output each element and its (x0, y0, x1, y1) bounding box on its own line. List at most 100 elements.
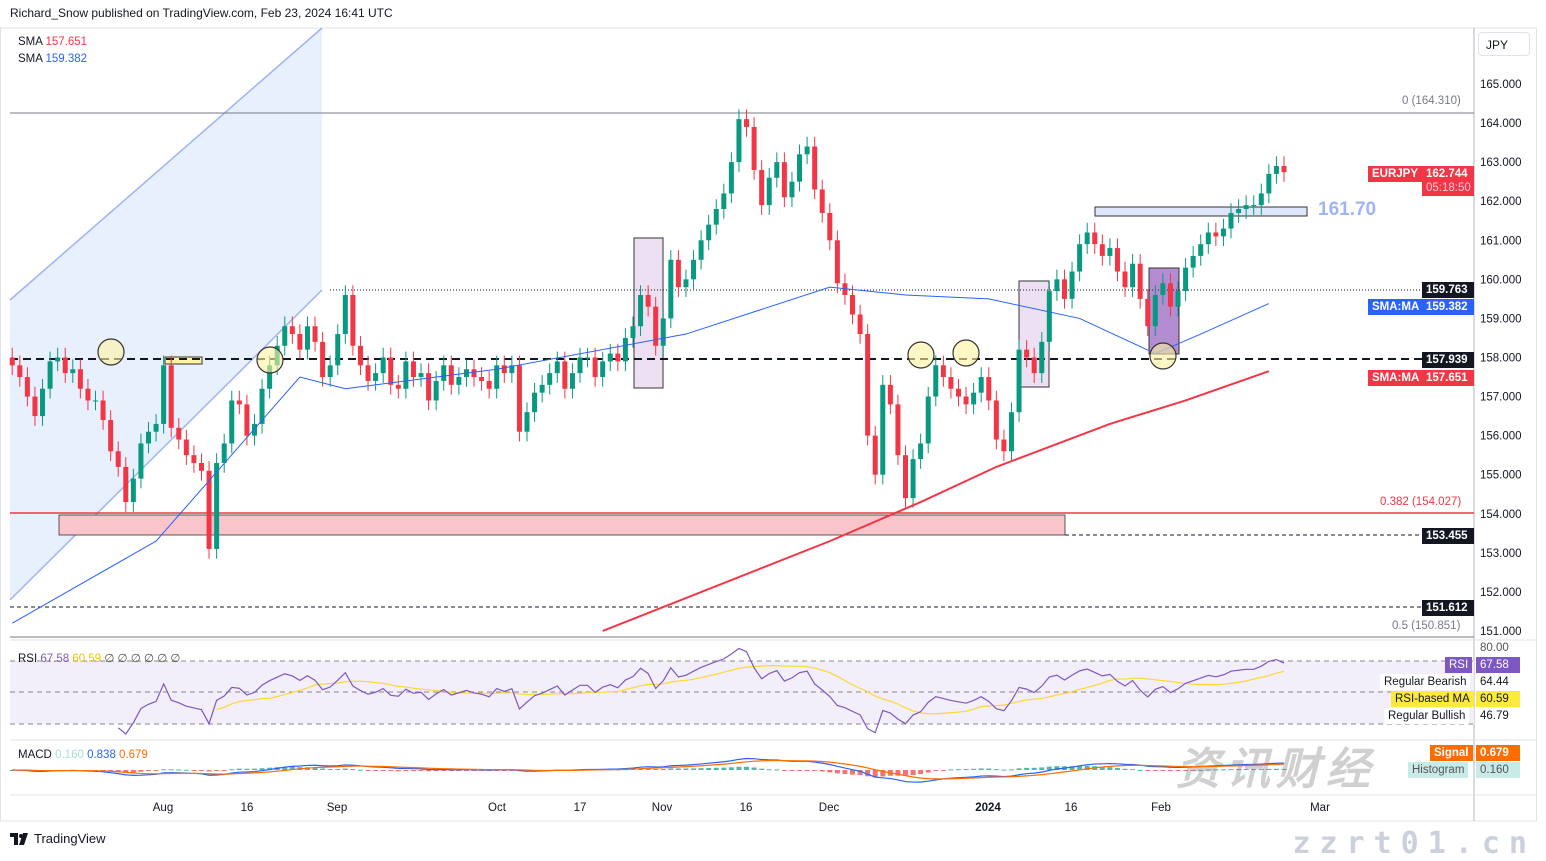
candle-body (1198, 244, 1204, 256)
candle-body (516, 365, 522, 432)
watermark-text: zzrt01.cn (1292, 826, 1536, 861)
candle-body (433, 380, 439, 401)
macd-histogram-bar (365, 770, 371, 771)
candle-body (903, 455, 908, 499)
macd-histogram-bar (1122, 768, 1128, 770)
candle-body (872, 435, 878, 475)
candle-body (887, 384, 893, 405)
macd-histogram-bar (1099, 766, 1105, 770)
candle-body (282, 326, 288, 346)
candle-body (1137, 263, 1143, 299)
candle-body (744, 119, 750, 127)
macd-histogram-bar (1167, 770, 1173, 772)
candle-body (1228, 212, 1234, 229)
currency-button[interactable]: JPY (1478, 32, 1530, 56)
symbol-tag: EURJPY (1368, 166, 1423, 182)
macd-histogram-bar (1190, 770, 1196, 771)
candle-body (592, 357, 598, 378)
macd-histogram-bar (963, 769, 969, 771)
candle-body (524, 412, 530, 432)
y-tick-label: 152.000 (1480, 587, 1522, 599)
macd-histogram-bar (1273, 768, 1279, 770)
candle-body (24, 377, 30, 397)
y-tick-label: 161.000 (1480, 235, 1522, 247)
y-tick-label: 162.000 (1480, 196, 1522, 208)
rsi-top-tick: 80.00 (1480, 642, 1509, 654)
macd-histogram-bar (1220, 769, 1226, 771)
signal-value: 0.679 (1476, 745, 1520, 761)
candle-body (70, 369, 76, 374)
candle-body (1160, 283, 1166, 295)
candle-body (554, 361, 560, 374)
candle-body (40, 388, 46, 417)
channel-fill (10, 28, 322, 600)
fib-0-label: 0 (164.310) (1402, 95, 1461, 107)
macd-histogram-bar (335, 769, 341, 771)
sma200-value: 157.651 (1422, 370, 1474, 386)
candle-body (1001, 439, 1007, 452)
y-tick-label: 163.000 (1480, 157, 1522, 169)
macd-histogram-bar (698, 768, 704, 770)
macd-histogram-bar (751, 767, 757, 770)
macd-histogram-bar (176, 769, 182, 771)
rsi-line (117, 647, 1285, 735)
macd-histogram-bar (350, 769, 356, 771)
candle-body (1130, 263, 1136, 288)
tradingview-logo[interactable]: TradingView (10, 831, 106, 846)
candle-body (600, 361, 606, 378)
candle-body (17, 365, 23, 378)
last-price: 162.744 (1426, 168, 1468, 180)
macd-histogram-bar (418, 770, 424, 771)
highlight-circle (256, 346, 284, 374)
macd-histogram-bar (1024, 767, 1030, 770)
bearish-value: 64.44 (1480, 676, 1509, 688)
candle-body (1281, 166, 1287, 173)
candle-body (819, 189, 825, 213)
macd-histogram-bar (850, 770, 856, 775)
candle-body (955, 388, 961, 397)
macd-histogram-bar (766, 769, 772, 771)
candle-body (638, 294, 644, 327)
macd-histogram-bar (1001, 769, 1007, 771)
macd-histogram-bar (653, 768, 659, 770)
candle-body (1167, 283, 1173, 307)
rsi-ma-label: RSI-based MA (1391, 691, 1474, 707)
macd-histogram-bar (744, 766, 750, 770)
candle-body (244, 404, 250, 436)
candle-body (456, 377, 462, 385)
highlight-circle (952, 339, 980, 367)
candle-body (388, 357, 394, 385)
macd-histogram-bar (471, 770, 477, 771)
candle-body (168, 365, 174, 428)
macd-histogram-bar (736, 766, 742, 770)
candle-body (781, 162, 787, 198)
candle-body (895, 404, 901, 456)
histogram-value: 0.160 (1476, 762, 1520, 778)
channel-lower-line (9, 289, 323, 601)
macd-histogram-bar (229, 769, 235, 771)
candle-body (1145, 298, 1151, 327)
macd-histogram-bar (501, 770, 507, 771)
y-tick-label: 154.000 (1480, 509, 1522, 521)
sma200-line (602, 370, 1270, 632)
candle-body (827, 212, 833, 241)
candle-body (1258, 193, 1264, 206)
candle-body (789, 181, 795, 198)
candle-body (115, 451, 121, 467)
macd-histogram-bar (645, 768, 651, 770)
candle-body (660, 318, 666, 346)
candle-body (1099, 244, 1105, 256)
macd-histogram-bar (789, 770, 795, 771)
macd-histogram-bar (463, 770, 469, 771)
macd-histogram-bar (1137, 769, 1143, 771)
candle-body (304, 326, 310, 350)
candle-body (1175, 291, 1181, 307)
candle-body (653, 306, 659, 346)
x-tick-label: 17 (574, 802, 587, 814)
fib-05-label: 0.5 (150.851) (1392, 620, 1461, 632)
candle-body (441, 365, 447, 381)
candle-body (1008, 412, 1014, 452)
macd-histogram-bar (660, 769, 666, 771)
candle-body (9, 357, 15, 366)
